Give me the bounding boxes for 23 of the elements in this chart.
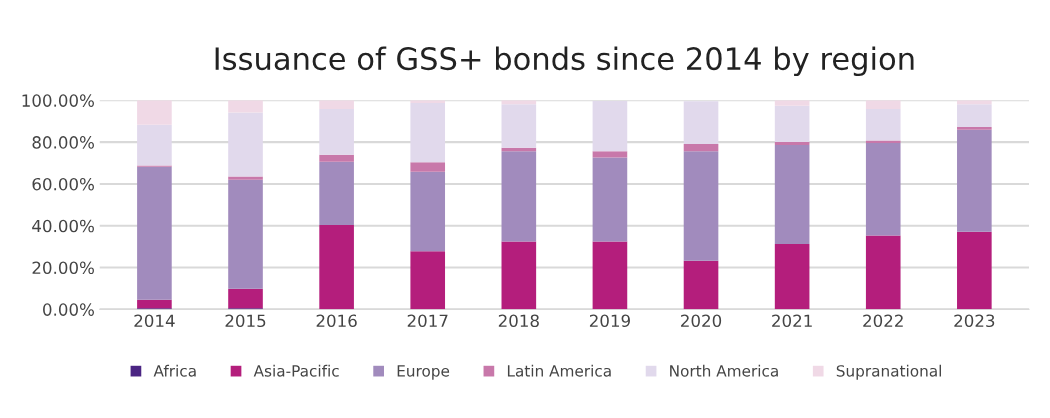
x-tick-label: 2023	[954, 314, 995, 328]
x-tick-label: 2021	[772, 314, 812, 328]
x-tick-label: 2015	[225, 314, 266, 328]
y-tick-label: 60.00%	[32, 177, 94, 191]
x-tick-label: 2019	[589, 314, 630, 328]
y-tick-label: 20.00%	[32, 261, 94, 275]
x-tick-label: 2017	[407, 314, 448, 328]
x-tick-label: 2014	[134, 314, 175, 328]
legend-label: Latin America	[507, 364, 611, 377]
y-tick-label: 0.00%	[43, 303, 94, 316]
y-tick-label: 100.00%	[22, 94, 94, 107]
y-tick-label: 80.00%	[32, 136, 94, 149]
legend-label: Africa	[153, 364, 196, 377]
x-tick-label: 2022	[863, 314, 903, 328]
x-tick-label: 2018	[498, 314, 539, 328]
x-tick-label: 2020	[681, 314, 722, 328]
legend-label: Supranational	[836, 364, 941, 380]
chart-title: Issuance of GSS+ bonds since 2014 by region	[215, 46, 914, 77]
y-tick-label: 40.00%	[32, 219, 94, 233]
legend-label: Europe	[397, 365, 450, 380]
legend-label: North America	[670, 364, 778, 377]
legend-label: Asia-Pacific	[253, 364, 339, 377]
x-tick-label: 2016	[316, 314, 357, 328]
